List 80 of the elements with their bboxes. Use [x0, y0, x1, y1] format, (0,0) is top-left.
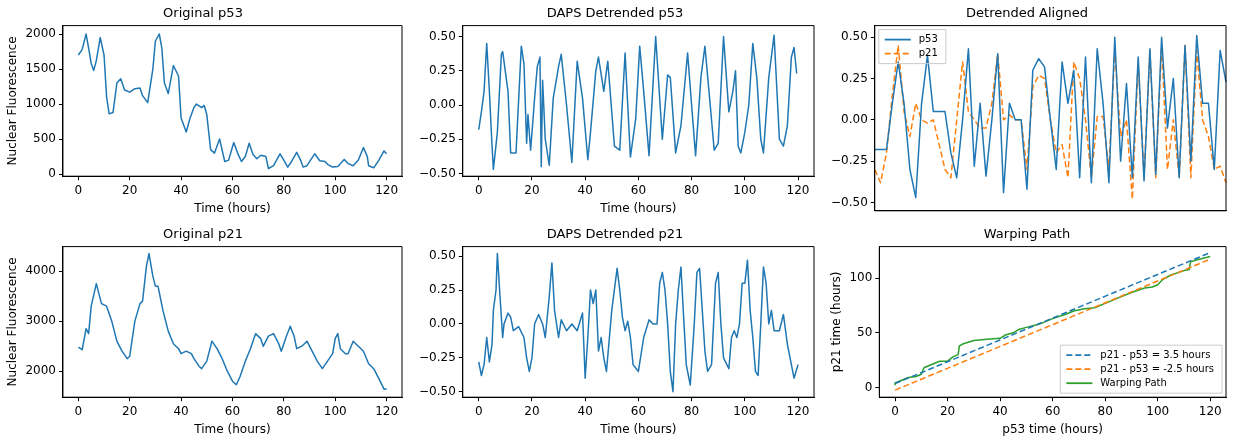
chart-title: Original p53 [163, 5, 243, 21]
x-tick-label: 80 [1097, 403, 1113, 418]
x-axis-title: Time (hours) [193, 421, 271, 436]
y-axis-title: Nuclear Fluorescence [5, 257, 20, 387]
legend-label: p21 - p53 = 3.5 hours [1100, 348, 1211, 360]
x-tick-label: 40 [173, 182, 189, 197]
x-tick-label: 20 [122, 182, 138, 197]
x-axis-title: Time (hours) [599, 200, 677, 215]
x-tick-label: 0 [74, 182, 83, 197]
y-tick-label: 3000 [25, 313, 56, 328]
y-tick-label: 0.25 [841, 70, 868, 85]
legend-label: Warping Path [1100, 376, 1167, 388]
legend-label: p21 - p53 = -2.5 hours [1100, 362, 1214, 374]
x-axis-title: p53 time (hours) [1002, 421, 1104, 436]
x-tick-label: 0 [474, 182, 483, 197]
y-tick-label: 0.00 [841, 111, 868, 126]
x-tick-label: 100 [733, 182, 757, 197]
y-tick-label: 0.50 [429, 28, 456, 43]
y-tick-label: −0.50 [418, 383, 456, 398]
legend-label: p53 [918, 33, 938, 45]
x-tick-label: 0 [891, 403, 899, 418]
y-tick-label: 2000 [25, 26, 56, 41]
chart-title: DAPS Detrended p53 [546, 5, 684, 21]
x-tick-label: 60 [224, 403, 241, 418]
y-tick-label: 0.25 [429, 282, 456, 297]
x-tick-label: 40 [577, 403, 593, 418]
x-tick-label: 80 [276, 403, 292, 418]
x-tick-label: 120 [786, 182, 810, 197]
x-tick-label: 60 [224, 182, 241, 197]
x-tick-label: 60 [630, 182, 647, 197]
x-tick-label: 120 [786, 403, 810, 418]
y-tick-label: −0.50 [418, 165, 456, 180]
x-axis-title: Time (hours) [193, 200, 271, 215]
x-tick-label: 60 [1045, 403, 1061, 418]
y-tick-label: 1000 [25, 96, 56, 111]
y-tick-label: 0.25 [429, 62, 456, 77]
x-tick-label: 80 [683, 182, 700, 197]
y-tick-label: 100 [849, 270, 873, 285]
y-tick-label: 0.00 [429, 316, 456, 331]
x-tick-label: 120 [375, 403, 399, 418]
chart-title: Original p21 [163, 226, 243, 242]
x-tick-label: 20 [939, 403, 956, 418]
x-tick-label: 40 [992, 403, 1008, 418]
y-tick-label: 1500 [25, 61, 56, 76]
x-tick-label: 120 [1198, 403, 1222, 418]
x-tick-label: 80 [276, 182, 292, 197]
y-tick-label: −0.25 [418, 349, 456, 364]
x-tick-label: 80 [683, 403, 700, 418]
y-tick-label: 4000 [25, 263, 56, 278]
x-tick-label: 60 [630, 403, 647, 418]
y-tick-label: 500 [33, 131, 56, 146]
y-tick-label: 2000 [25, 363, 56, 378]
x-tick-label: 100 [323, 403, 347, 418]
x-tick-label: 40 [173, 403, 189, 418]
x-tick-label: 100 [733, 403, 757, 418]
x-tick-label: 100 [1146, 403, 1170, 418]
chart-title: DAPS Detrended p21 [546, 226, 684, 242]
y-tick-label: −0.50 [830, 194, 868, 209]
x-tick-label: 20 [524, 403, 540, 418]
x-tick-label: 40 [577, 182, 593, 197]
y-tick-label: 0.00 [429, 97, 456, 112]
y-axis-title: Nuclear Fluorescence [5, 36, 20, 166]
x-tick-label: 0 [474, 403, 483, 418]
y-axis-title: p21 time (hours) [829, 271, 844, 373]
y-tick-label: 0 [864, 379, 873, 394]
x-tick-label: 20 [122, 403, 138, 418]
y-tick-label: 0 [48, 166, 56, 181]
x-tick-label: 20 [524, 182, 540, 197]
x-axis-title: Time (hours) [599, 421, 677, 436]
y-tick-label: 0.50 [429, 248, 456, 263]
x-tick-label: 0 [74, 403, 83, 418]
chart-title: Detrended Aligned [966, 5, 1088, 21]
x-tick-label: 100 [323, 182, 347, 197]
y-tick-label: 0.50 [841, 29, 868, 44]
y-tick-label: 50 [857, 324, 873, 339]
y-tick-label: −0.25 [830, 153, 868, 168]
chart-title: Warping Path [983, 226, 1071, 242]
x-tick-label: 120 [375, 182, 399, 197]
legend-label: p21 [918, 47, 938, 59]
y-tick-label: −0.25 [418, 131, 456, 146]
